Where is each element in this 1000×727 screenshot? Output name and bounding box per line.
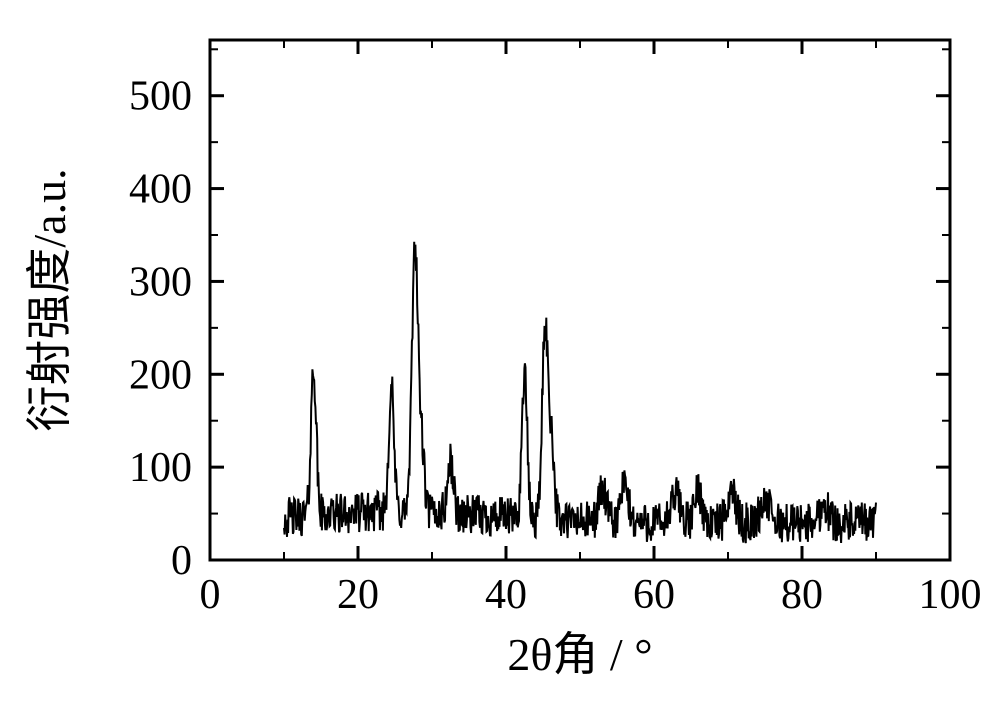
xrd-trace: [284, 242, 876, 543]
y-tick-label: 100: [129, 445, 192, 491]
y-tick-label: 500: [129, 74, 192, 120]
x-tick-label: 80: [781, 572, 823, 618]
x-tick-label: 20: [337, 572, 379, 618]
chart-svg: 0 20 40 60 80 100 0 100 200 300 400 500 2θ角 / ° 衍射强度/…: [0, 0, 1000, 727]
x-axis-title: 2θ角 / °: [507, 629, 652, 680]
x-tick-label: 100: [919, 572, 982, 618]
y-axis-title: 衍射强度/a.u.: [24, 168, 75, 431]
x-tick-label: 60: [633, 572, 675, 618]
x-tick-label: 40: [485, 572, 527, 618]
y-tick-label: 0: [171, 538, 192, 584]
y-tick-label: 200: [129, 352, 192, 398]
y-tick-label: 300: [129, 259, 192, 305]
y-tick-label: 400: [129, 167, 192, 213]
xrd-chart: 0 20 40 60 80 100 0 100 200 300 400 500 2θ角 / ° 衍射强度/…: [0, 0, 1000, 727]
plot-frame: [210, 40, 950, 560]
x-tick-label: 0: [200, 572, 221, 618]
